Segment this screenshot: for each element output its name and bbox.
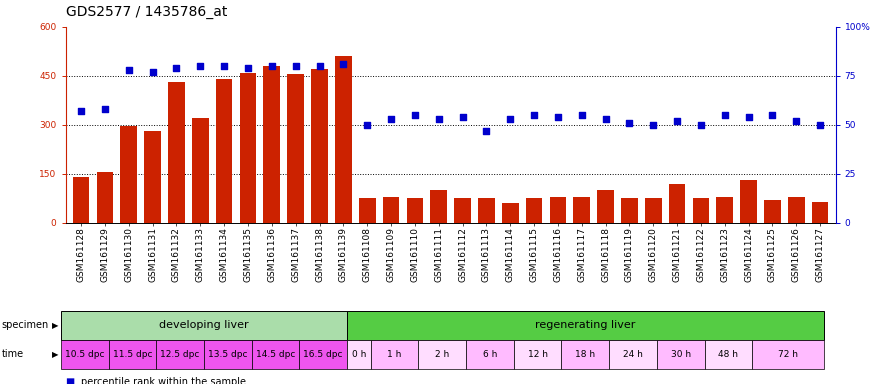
Text: GDS2577 / 1435786_at: GDS2577 / 1435786_at (66, 5, 227, 19)
Text: 13.5 dpc: 13.5 dpc (208, 350, 248, 359)
Bar (382, 197, 399, 223)
Point (145, 69, 159, 75)
Point (122, 67, 136, 73)
Bar (573, 197, 590, 223)
Bar (287, 74, 304, 223)
Text: developing liver: developing liver (159, 320, 248, 331)
Point (622, 120, 636, 126)
Point (527, 112, 541, 118)
Bar (526, 198, 542, 223)
Bar (168, 83, 185, 223)
Point (813, 122, 827, 128)
Point (598, 116, 612, 122)
Point (193, 63, 207, 69)
Bar (312, 70, 328, 223)
Bar (121, 126, 137, 223)
Text: specimen: specimen (2, 320, 49, 331)
Point (241, 65, 255, 71)
Point (742, 114, 756, 120)
Bar (740, 180, 757, 223)
Text: 24 h: 24 h (623, 350, 643, 359)
Text: 11.5 dpc: 11.5 dpc (113, 350, 152, 359)
Bar (478, 198, 494, 223)
Text: ▶: ▶ (52, 350, 58, 359)
Text: percentile rank within the sample: percentile rank within the sample (81, 377, 247, 384)
Text: 16.5 dpc: 16.5 dpc (304, 350, 343, 359)
Bar (407, 198, 423, 223)
Point (408, 112, 422, 118)
Text: 1 h: 1 h (388, 350, 402, 359)
Point (551, 114, 565, 120)
Point (289, 63, 303, 69)
Bar (454, 198, 471, 223)
Text: 72 h: 72 h (778, 350, 798, 359)
Point (360, 122, 374, 128)
Bar (73, 177, 89, 223)
Text: 12.5 dpc: 12.5 dpc (160, 350, 200, 359)
Text: 6 h: 6 h (483, 350, 497, 359)
Bar (645, 198, 662, 223)
Point (480, 127, 494, 134)
Bar (764, 200, 780, 223)
Bar (192, 118, 208, 223)
Point (718, 112, 732, 118)
Bar (335, 56, 352, 223)
Point (384, 116, 398, 122)
Point (766, 112, 780, 118)
Text: 18 h: 18 h (575, 350, 595, 359)
Text: 12 h: 12 h (528, 350, 548, 359)
Text: 48 h: 48 h (718, 350, 738, 359)
Bar (668, 184, 685, 223)
Point (575, 112, 589, 118)
Text: 0 h: 0 h (352, 350, 366, 359)
Point (336, 61, 350, 67)
Bar (788, 197, 805, 223)
Point (456, 114, 470, 120)
Point (74, 108, 88, 114)
Text: 14.5 dpc: 14.5 dpc (255, 350, 295, 359)
Bar (717, 197, 733, 223)
Point (647, 122, 661, 128)
Point (670, 118, 684, 124)
Text: ■: ■ (66, 377, 75, 384)
Text: time: time (2, 349, 24, 359)
Point (98, 106, 112, 112)
Text: 30 h: 30 h (670, 350, 690, 359)
Bar (550, 197, 566, 223)
Point (694, 122, 708, 128)
Bar (598, 190, 614, 223)
Text: 2 h: 2 h (435, 350, 450, 359)
Bar (430, 190, 447, 223)
Point (789, 118, 803, 124)
Bar (693, 198, 710, 223)
Point (217, 63, 231, 69)
Point (312, 63, 326, 69)
Point (503, 116, 517, 122)
Point (265, 63, 279, 69)
Text: regenerating liver: regenerating liver (536, 320, 635, 331)
Bar (96, 172, 113, 223)
Bar (359, 198, 375, 223)
Bar (812, 202, 829, 223)
Bar (621, 198, 638, 223)
Text: 10.5 dpc: 10.5 dpc (65, 350, 104, 359)
Text: ▶: ▶ (52, 321, 58, 330)
Bar (216, 79, 233, 223)
Point (431, 116, 445, 122)
Bar (240, 73, 256, 223)
Bar (144, 131, 161, 223)
Bar (263, 66, 280, 223)
Point (170, 65, 184, 71)
Bar (502, 203, 519, 223)
